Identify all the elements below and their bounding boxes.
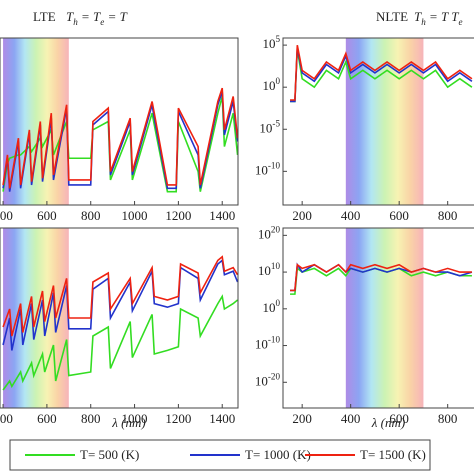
- x-tick-label: 1400: [209, 411, 235, 426]
- panel-title: LTE: [33, 9, 56, 24]
- legend-label: T= 1000 (K): [245, 447, 311, 462]
- panel-frame: [282, 227, 474, 409]
- y-tick-label: 10-5: [259, 118, 280, 135]
- x-tick-label: 200: [292, 208, 312, 223]
- panel-frame: [282, 37, 474, 206]
- x-tick-label: 400: [0, 208, 13, 223]
- legend-label: T= 500 (K): [80, 447, 139, 462]
- spectrum-band: [3, 38, 69, 205]
- x-axis-label: λ (nm): [111, 415, 145, 430]
- x-tick-label: 800: [438, 208, 458, 223]
- spectrum-line: [290, 263, 472, 292]
- x-tick-label: 600: [37, 208, 57, 223]
- spectrum-band: [345, 228, 424, 408]
- spectrum-line: [2, 294, 239, 391]
- spectrum-line: [2, 255, 239, 337]
- panel-frame: [0, 37, 239, 206]
- x-tick-label: 800: [81, 411, 101, 426]
- x-tick-label: 400: [341, 411, 361, 426]
- spectrum-line: [290, 49, 473, 103]
- panel-subtitle: Th = T Te: [414, 9, 463, 27]
- spectrum-line: [290, 47, 473, 103]
- x-tick-label: 1000: [122, 208, 148, 223]
- y-tick-label: 100: [262, 76, 280, 93]
- y-tick-label: 1020: [258, 224, 281, 241]
- y-tick-label: 10-10: [255, 335, 281, 352]
- x-tick-label: 600: [389, 208, 409, 223]
- x-tick-label: 1000: [122, 411, 148, 426]
- y-tick-label: 1010: [258, 261, 281, 278]
- x-tick-label: 1200: [165, 208, 191, 223]
- y-tick-label: 10-10: [255, 160, 281, 177]
- x-tick-label: 600: [37, 411, 57, 426]
- spectrum-line: [2, 87, 239, 189]
- y-tick-label: 105: [262, 34, 280, 51]
- x-axis-label: λ (nm): [371, 415, 405, 430]
- x-tick-label: 800: [81, 208, 101, 223]
- panel-subtitle: Th = Te = T: [66, 9, 128, 27]
- x-tick-label: 400: [0, 411, 13, 426]
- y-tick-label: 100: [262, 298, 280, 315]
- x-tick-label: 1200: [165, 411, 191, 426]
- x-tick-label: 400: [341, 208, 361, 223]
- x-tick-label: 600: [389, 411, 409, 426]
- x-tick-label: 200: [292, 411, 312, 426]
- legend-label: T= 1500 (K): [360, 447, 426, 462]
- x-tick-label: 800: [438, 411, 458, 426]
- panel-title: NLTE: [376, 9, 408, 24]
- x-tick-label: 1400: [209, 208, 235, 223]
- spectrum-line: [290, 44, 473, 101]
- y-tick-label: 10-20: [255, 371, 281, 388]
- panel-frame: [0, 227, 239, 409]
